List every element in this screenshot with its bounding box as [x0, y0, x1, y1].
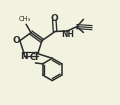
Text: O: O — [12, 36, 20, 45]
Text: Cl: Cl — [30, 53, 39, 62]
Text: NH: NH — [61, 30, 74, 39]
Text: CH₃: CH₃ — [19, 16, 31, 22]
Text: O: O — [51, 14, 58, 23]
Text: N: N — [20, 52, 27, 61]
